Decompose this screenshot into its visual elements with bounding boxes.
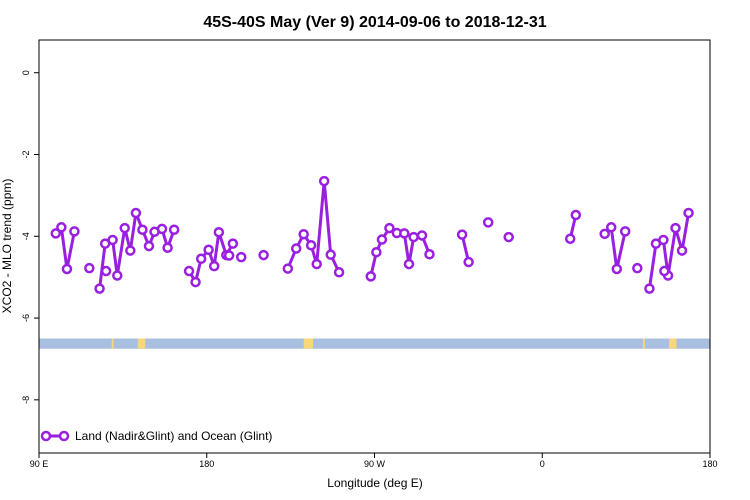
data-point	[258, 249, 269, 261]
data-point	[325, 249, 336, 260]
data-point	[399, 228, 410, 239]
data-point	[282, 263, 294, 274]
land-span-3	[642, 338, 645, 349]
data-point	[408, 231, 419, 243]
legend: Land (Nadir&Glint) and Ocean (Glint)	[40, 429, 272, 443]
data-point	[223, 250, 235, 261]
land-span-4	[668, 338, 677, 349]
y-tick-label: 0	[21, 70, 31, 75]
x-tick-label: 180	[199, 459, 214, 469]
data-point	[605, 222, 617, 233]
data-point	[619, 226, 631, 237]
data-point	[125, 245, 136, 256]
data-point	[644, 283, 655, 294]
data-point	[208, 260, 220, 272]
x-axis-label: Longitude (deg E)	[327, 476, 422, 490]
data-point	[305, 240, 317, 251]
land-span-2	[303, 338, 313, 349]
data-point	[333, 267, 345, 278]
x-axis: 90 E 180 90 W 0 180	[30, 453, 718, 469]
land-span-1	[137, 338, 146, 349]
data-point	[298, 228, 309, 240]
y-tick-label: -2	[21, 150, 31, 158]
data-point	[403, 258, 415, 270]
legend-marker-right	[58, 430, 70, 442]
data-point	[156, 223, 168, 235]
data-point	[162, 242, 173, 253]
data-point	[107, 234, 118, 246]
data-point	[611, 263, 623, 275]
data-point	[143, 240, 155, 252]
data-point	[632, 262, 643, 274]
data-point	[100, 265, 112, 277]
ocean-band	[39, 338, 710, 349]
surface-band	[39, 338, 710, 349]
data-point	[564, 233, 576, 244]
y-tick-label: -4	[21, 232, 31, 240]
data-point	[365, 271, 377, 282]
data-point	[463, 256, 474, 268]
y-tick-label: -6	[21, 314, 31, 322]
data-point	[69, 226, 80, 237]
land-span-0	[111, 338, 114, 349]
data-point	[384, 222, 395, 234]
data-point	[456, 229, 468, 240]
data-point	[416, 230, 428, 241]
data-point	[311, 258, 322, 270]
y-axis: 0 -2 -4 -6 -8	[21, 70, 39, 404]
data-point	[424, 249, 435, 260]
data-point	[683, 207, 694, 219]
data-point	[676, 245, 688, 256]
data-point	[168, 224, 180, 235]
data-point	[183, 265, 195, 277]
data-point	[195, 253, 207, 265]
data-point	[84, 262, 95, 274]
data-point	[371, 246, 382, 258]
y-tick-label: -8	[21, 396, 31, 404]
data-point	[235, 251, 247, 263]
data-series	[50, 175, 694, 294]
data-point	[213, 226, 225, 238]
data-point	[61, 263, 73, 275]
data-point	[658, 234, 669, 246]
data-point	[227, 238, 239, 249]
data-point	[203, 244, 214, 256]
x-tick-label: 180	[702, 459, 717, 469]
data-point	[503, 231, 514, 243]
chart-title: 45S-40S May (Ver 9) 2014-09-06 to 2018-1…	[203, 14, 546, 31]
plot-frame	[38, 39, 711, 454]
legend-label: Land (Nadir&Glint) and Ocean (Glint)	[75, 429, 272, 443]
data-point	[290, 243, 302, 254]
data-point	[659, 265, 670, 277]
data-point	[599, 228, 610, 240]
data-point	[119, 222, 130, 234]
data-point	[56, 222, 67, 233]
data-point	[670, 222, 681, 234]
data-point	[190, 276, 201, 288]
x-tick-label: 0	[540, 459, 545, 469]
data-point	[137, 224, 148, 235]
legend-marker-left	[40, 430, 52, 442]
x-tick-label: 90 W	[364, 459, 386, 469]
data-point	[376, 234, 388, 245]
x-tick-label: 90 E	[30, 459, 49, 469]
data-point	[482, 217, 494, 228]
data-point	[570, 209, 582, 221]
y-axis-label: XCO2 - MLO trend (ppm)	[0, 179, 14, 314]
data-point	[50, 228, 62, 239]
data-point	[112, 270, 123, 281]
data-point	[318, 175, 330, 187]
data-point	[130, 207, 142, 219]
data-point	[94, 283, 105, 294]
